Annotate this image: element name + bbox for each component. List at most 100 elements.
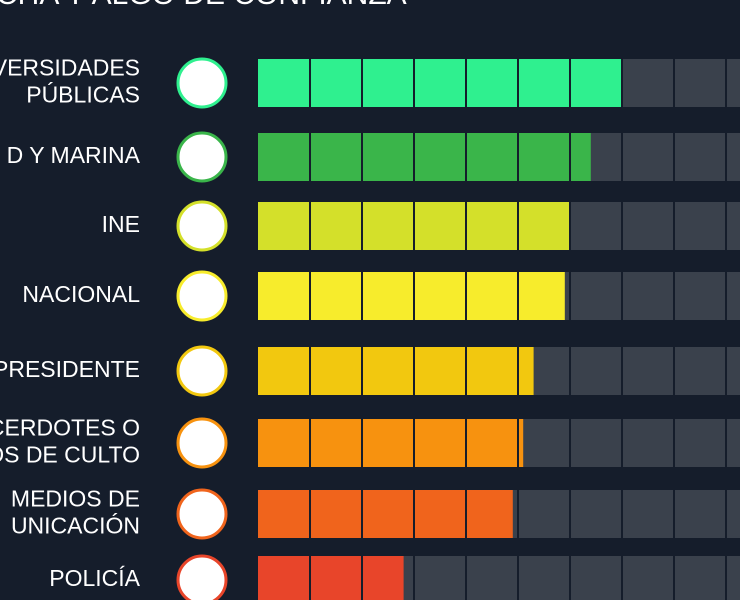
icon — [176, 131, 228, 183]
cell-divider — [413, 272, 415, 320]
cell-divider — [413, 133, 415, 181]
category-label: MEDIOS DE — [11, 486, 140, 512]
cell-divider — [725, 272, 727, 320]
icon — [176, 554, 228, 600]
cell-divider — [413, 202, 415, 250]
cell-divider — [309, 272, 311, 320]
cell-divider — [517, 272, 519, 320]
bar — [258, 347, 534, 395]
cell-divider — [673, 490, 675, 538]
cell-divider — [725, 202, 727, 250]
cell-divider — [673, 133, 675, 181]
category-label: INE — [102, 211, 140, 237]
cell-divider — [517, 556, 519, 600]
cell-divider — [569, 133, 571, 181]
cell-divider — [413, 59, 415, 107]
category-label: NACIONAL — [22, 281, 140, 307]
cell-divider — [673, 347, 675, 395]
cell-divider — [725, 419, 727, 467]
category-label: POLICÍA — [49, 565, 140, 591]
cell-divider — [517, 202, 519, 250]
bar — [258, 490, 513, 538]
cell-divider — [309, 59, 311, 107]
cell-divider — [673, 556, 675, 600]
cell-divider — [621, 272, 623, 320]
cell-divider — [309, 490, 311, 538]
icon — [176, 270, 228, 322]
cell-divider — [465, 556, 467, 600]
bar — [258, 419, 524, 467]
icon — [176, 200, 228, 252]
cell-divider — [569, 272, 571, 320]
cell-divider — [517, 59, 519, 107]
cell-divider — [309, 202, 311, 250]
cell-divider — [465, 272, 467, 320]
cell-divider — [725, 133, 727, 181]
category-label: D Y MARINA — [7, 142, 141, 168]
cell-divider — [673, 59, 675, 107]
cell-divider — [725, 490, 727, 538]
category-label: PÚBLICAS — [26, 82, 140, 108]
cell-divider — [517, 490, 519, 538]
bar — [258, 133, 591, 181]
cell-divider — [465, 133, 467, 181]
cell-divider — [725, 347, 727, 395]
cell-divider — [361, 59, 363, 107]
cell-divider — [361, 133, 363, 181]
icon — [176, 488, 228, 540]
category-label: OS DE CULTO — [0, 442, 140, 468]
cell-divider — [517, 133, 519, 181]
cell-divider — [361, 347, 363, 395]
cell-divider — [413, 419, 415, 467]
cell-divider — [413, 556, 415, 600]
cell-divider — [361, 202, 363, 250]
cell-divider — [673, 419, 675, 467]
cell-divider — [361, 490, 363, 538]
cell-divider — [621, 347, 623, 395]
cell-divider — [725, 59, 727, 107]
cell-divider — [465, 202, 467, 250]
icon — [176, 57, 228, 109]
cell-divider — [413, 347, 415, 395]
chart-title: CHA Y ALGO DE CONFIANZA — [0, 0, 407, 11]
cell-divider — [361, 556, 363, 600]
cell-divider — [413, 490, 415, 538]
cell-divider — [569, 556, 571, 600]
cell-divider — [621, 490, 623, 538]
cell-divider — [361, 419, 363, 467]
cell-divider — [569, 347, 571, 395]
cell-divider — [465, 59, 467, 107]
cell-divider — [569, 419, 571, 467]
cell-divider — [621, 556, 623, 600]
cell-divider — [725, 556, 727, 600]
cell-divider — [673, 202, 675, 250]
icon — [176, 345, 228, 397]
cell-divider — [517, 347, 519, 395]
cell-divider — [309, 419, 311, 467]
category-label: UNICACIÓN — [11, 513, 140, 539]
cell-divider — [621, 133, 623, 181]
cell-divider — [309, 347, 311, 395]
cell-divider — [621, 419, 623, 467]
cell-divider — [465, 490, 467, 538]
cell-divider — [569, 202, 571, 250]
cell-divider — [621, 202, 623, 250]
cell-divider — [309, 133, 311, 181]
cell-divider — [361, 272, 363, 320]
cell-divider — [569, 59, 571, 107]
cell-divider — [465, 419, 467, 467]
cell-divider — [309, 556, 311, 600]
bar — [258, 59, 622, 107]
cell-divider — [465, 347, 467, 395]
cell-divider — [569, 490, 571, 538]
cell-divider — [517, 419, 519, 467]
icon — [176, 417, 228, 469]
category-label: CERDOTES O — [0, 415, 140, 441]
cell-divider — [673, 272, 675, 320]
bar — [258, 556, 404, 600]
category-label: VERSIDADES — [0, 55, 140, 81]
cell-divider — [621, 59, 623, 107]
category-label: PRESIDENTE — [0, 356, 140, 382]
